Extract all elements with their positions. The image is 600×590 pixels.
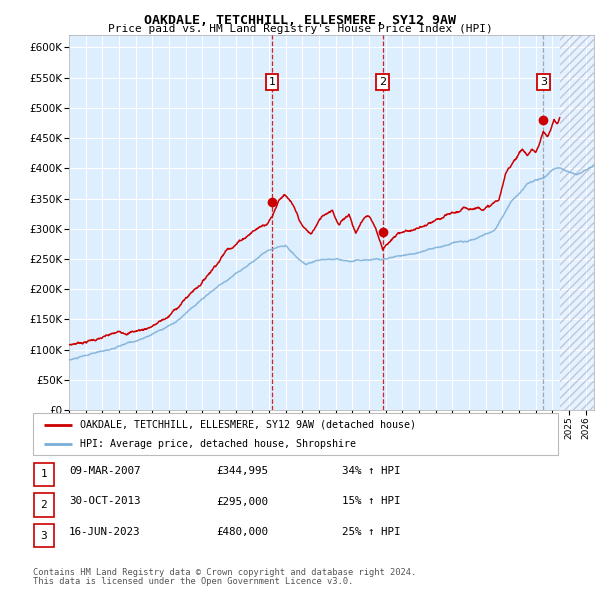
Text: £344,995: £344,995	[216, 466, 268, 476]
Text: HPI: Average price, detached house, Shropshire: HPI: Average price, detached house, Shro…	[80, 439, 356, 449]
Text: 3: 3	[40, 531, 47, 540]
Text: OAKDALE, TETCHHILL, ELLESMERE, SY12 9AW (detached house): OAKDALE, TETCHHILL, ELLESMERE, SY12 9AW …	[80, 420, 416, 430]
Bar	[560, 35, 594, 410]
Text: 2: 2	[40, 500, 47, 510]
Text: 2: 2	[379, 77, 386, 87]
Text: 30-OCT-2013: 30-OCT-2013	[69, 497, 140, 506]
Text: £480,000: £480,000	[216, 527, 268, 537]
Text: Price paid vs. HM Land Registry's House Price Index (HPI): Price paid vs. HM Land Registry's House …	[107, 24, 493, 34]
Text: This data is licensed under the Open Government Licence v3.0.: This data is licensed under the Open Gov…	[33, 578, 353, 586]
FancyBboxPatch shape	[33, 413, 558, 455]
Text: 34% ↑ HPI: 34% ↑ HPI	[342, 466, 401, 476]
Text: £295,000: £295,000	[216, 497, 268, 506]
FancyBboxPatch shape	[34, 493, 53, 517]
Text: 1: 1	[40, 470, 47, 479]
Text: 09-MAR-2007: 09-MAR-2007	[69, 466, 140, 476]
Text: 1: 1	[269, 77, 275, 87]
FancyBboxPatch shape	[34, 463, 53, 486]
FancyBboxPatch shape	[34, 524, 53, 548]
Text: 15% ↑ HPI: 15% ↑ HPI	[342, 497, 401, 506]
Text: Contains HM Land Registry data © Crown copyright and database right 2024.: Contains HM Land Registry data © Crown c…	[33, 568, 416, 577]
Bar	[560, 35, 594, 410]
Text: 16-JUN-2023: 16-JUN-2023	[69, 527, 140, 537]
Text: OAKDALE, TETCHHILL, ELLESMERE, SY12 9AW: OAKDALE, TETCHHILL, ELLESMERE, SY12 9AW	[144, 14, 456, 27]
Text: 25% ↑ HPI: 25% ↑ HPI	[342, 527, 401, 537]
Text: 3: 3	[540, 77, 547, 87]
